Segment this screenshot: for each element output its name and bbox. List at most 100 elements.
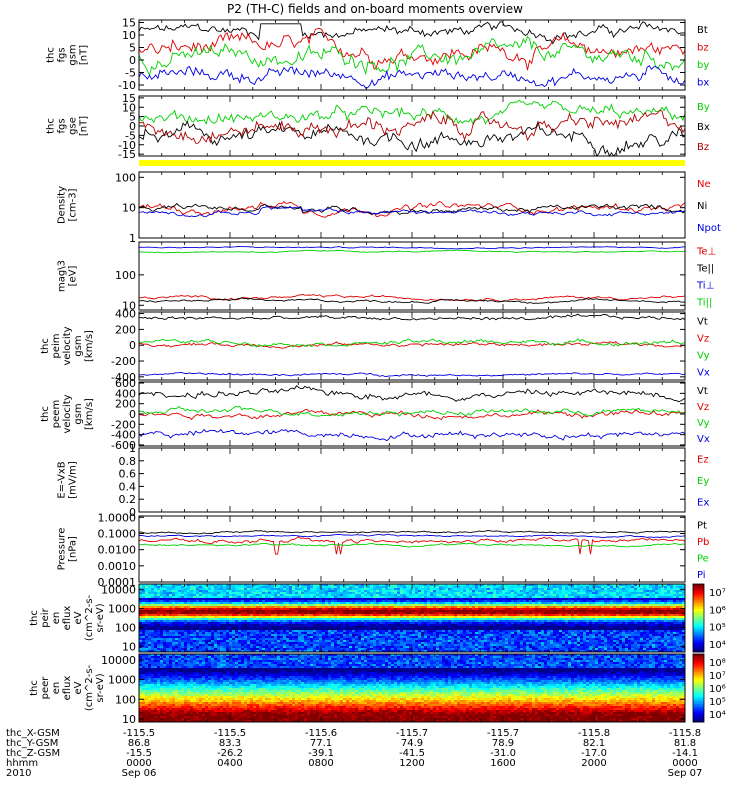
ytick-label: 10	[122, 713, 136, 726]
legend-density: Npot	[697, 223, 721, 234]
series-fgs_gse-By	[139, 100, 685, 124]
ylabel-fgs_gsm: fgs	[57, 47, 68, 62]
ylabel-peer_eflux: en	[51, 682, 62, 695]
ylabel-peim_velocity: peim	[51, 333, 62, 358]
ylabel-peem_velocity: thc	[40, 406, 51, 422]
series-temperature-Ti||	[139, 250, 685, 253]
ytick-label: 400	[115, 308, 136, 321]
ytick-label: 0.6	[119, 468, 137, 481]
spectrogram-peer_eflux	[139, 654, 685, 722]
ytick-label: 0.4	[119, 480, 137, 493]
legend-fgs_gsm: bx	[697, 77, 709, 88]
ylabel-peir_eflux: en	[51, 612, 62, 625]
legend-pressure: Pe	[697, 553, 709, 564]
ylabel-peem_velocity: velocity	[62, 394, 73, 433]
series-peem_velocity-Vt	[139, 386, 685, 402]
ytick-label: 5	[129, 42, 136, 55]
series-temperature-Te||	[139, 298, 685, 304]
ylabel-peir_eflux: sr-eV)	[95, 603, 106, 632]
series-peim_velocity-Vy	[139, 339, 685, 347]
ytick-label: 10	[122, 202, 136, 215]
ytick-label: 0.0010	[98, 560, 137, 573]
ylabel-peer_eflux: eV	[73, 681, 84, 694]
ylabel-temperature: [eV]	[68, 266, 79, 287]
time-axis-value: Sep 07	[668, 768, 703, 779]
legend-peim_velocity: Vx	[697, 368, 710, 379]
ytick-label: -10	[118, 79, 136, 92]
yellow-flag-bar	[139, 160, 685, 166]
colorbar-label: 10⁵	[709, 623, 726, 634]
legend-pressure: Pi	[697, 570, 706, 581]
ylabel-peim_velocity: thc	[40, 338, 51, 354]
spectrogram-peir_eflux	[139, 584, 685, 652]
legend-efield: Ex	[697, 497, 709, 508]
colorbar-label: 10⁶	[709, 605, 726, 616]
legend-peem_velocity: Vx	[697, 434, 710, 445]
ylabel-peer_eflux: thc	[29, 680, 40, 696]
legend-temperature: Ti⊥	[696, 281, 714, 292]
ytick-label: 10	[122, 29, 136, 42]
time-axis-row-label: 2010	[6, 768, 31, 779]
ylabel-peir_eflux: peir	[40, 607, 51, 627]
ytick-label: 10000	[101, 654, 136, 667]
legend-pressure: Pb	[697, 537, 709, 548]
ylabel-peem_velocity: [km/s]	[84, 398, 95, 430]
chart-title: P2 (TH-C) fields and on-board moments ov…	[227, 2, 523, 16]
frame-pressure	[139, 516, 685, 582]
ylabel-temperature: mag\3	[57, 260, 68, 292]
ylabel-fgs_gsm: thc	[46, 47, 57, 63]
legend-peim_velocity: Vt	[697, 317, 708, 328]
ytick-label: 0.2	[119, 493, 137, 506]
series-peem_velocity-Vx	[139, 430, 685, 441]
legend-fgs_gsm: by	[697, 60, 709, 71]
ytick-label: 1.0000	[98, 511, 137, 524]
frame-peim_velocity	[139, 312, 685, 380]
legend-temperature: Ti||	[696, 298, 712, 309]
ytick-label: 0	[129, 54, 136, 67]
time-axis-value: Sep 06	[122, 768, 157, 779]
ylabel-peir_eflux: thc	[29, 610, 40, 626]
ytick-label: 10	[122, 640, 136, 653]
frame-efield	[139, 448, 685, 512]
ylabel-efield: E=-VxB	[57, 461, 68, 498]
ytick-label: -5	[125, 67, 136, 80]
legend-efield: Ez	[697, 455, 709, 466]
legend-temperature: Te⊥	[696, 247, 716, 258]
colorbar-label: 10⁸	[709, 658, 726, 669]
series-pressure-Pi	[139, 534, 685, 537]
ylabel-peim_velocity: gsm	[73, 335, 84, 356]
ylabel-peim_velocity: velocity	[62, 326, 73, 365]
ylabel-pressure: Pressure	[57, 528, 68, 571]
ylabel-pressure: [nPa]	[68, 536, 79, 562]
series-peem_velocity-Vz	[139, 409, 685, 419]
ylabel-peem_velocity: peem	[51, 400, 62, 428]
ylabel-peir_eflux: eV	[73, 611, 84, 624]
ylabel-peer_eflux: peer	[40, 676, 51, 700]
ylabel-peem_velocity: gsm	[73, 403, 84, 424]
ylabel-density: Density	[57, 186, 68, 224]
legend-density: Ni	[697, 201, 707, 212]
ytick-label: 1	[129, 232, 136, 245]
legend-peim_velocity: Vy	[697, 351, 710, 362]
ytick-label: 100	[115, 269, 136, 282]
time-axis-value: 1600	[490, 758, 515, 769]
ytick-label: 10000	[101, 584, 136, 597]
ytick-label: 0.1000	[98, 527, 137, 540]
ytick-label: 1	[129, 442, 136, 455]
ytick-label: 100	[115, 621, 136, 634]
legend-fgs_gsm: Bt	[697, 25, 708, 36]
legend-fgs_gse: By	[697, 102, 710, 113]
series-fgs_gsm-by	[139, 37, 685, 76]
frame-fgs_gsm	[139, 20, 685, 90]
ytick-label: 1000	[108, 674, 136, 687]
ylabel-peir_eflux: (cm^2-s-	[84, 594, 95, 641]
ytick-label: 0	[129, 339, 136, 352]
